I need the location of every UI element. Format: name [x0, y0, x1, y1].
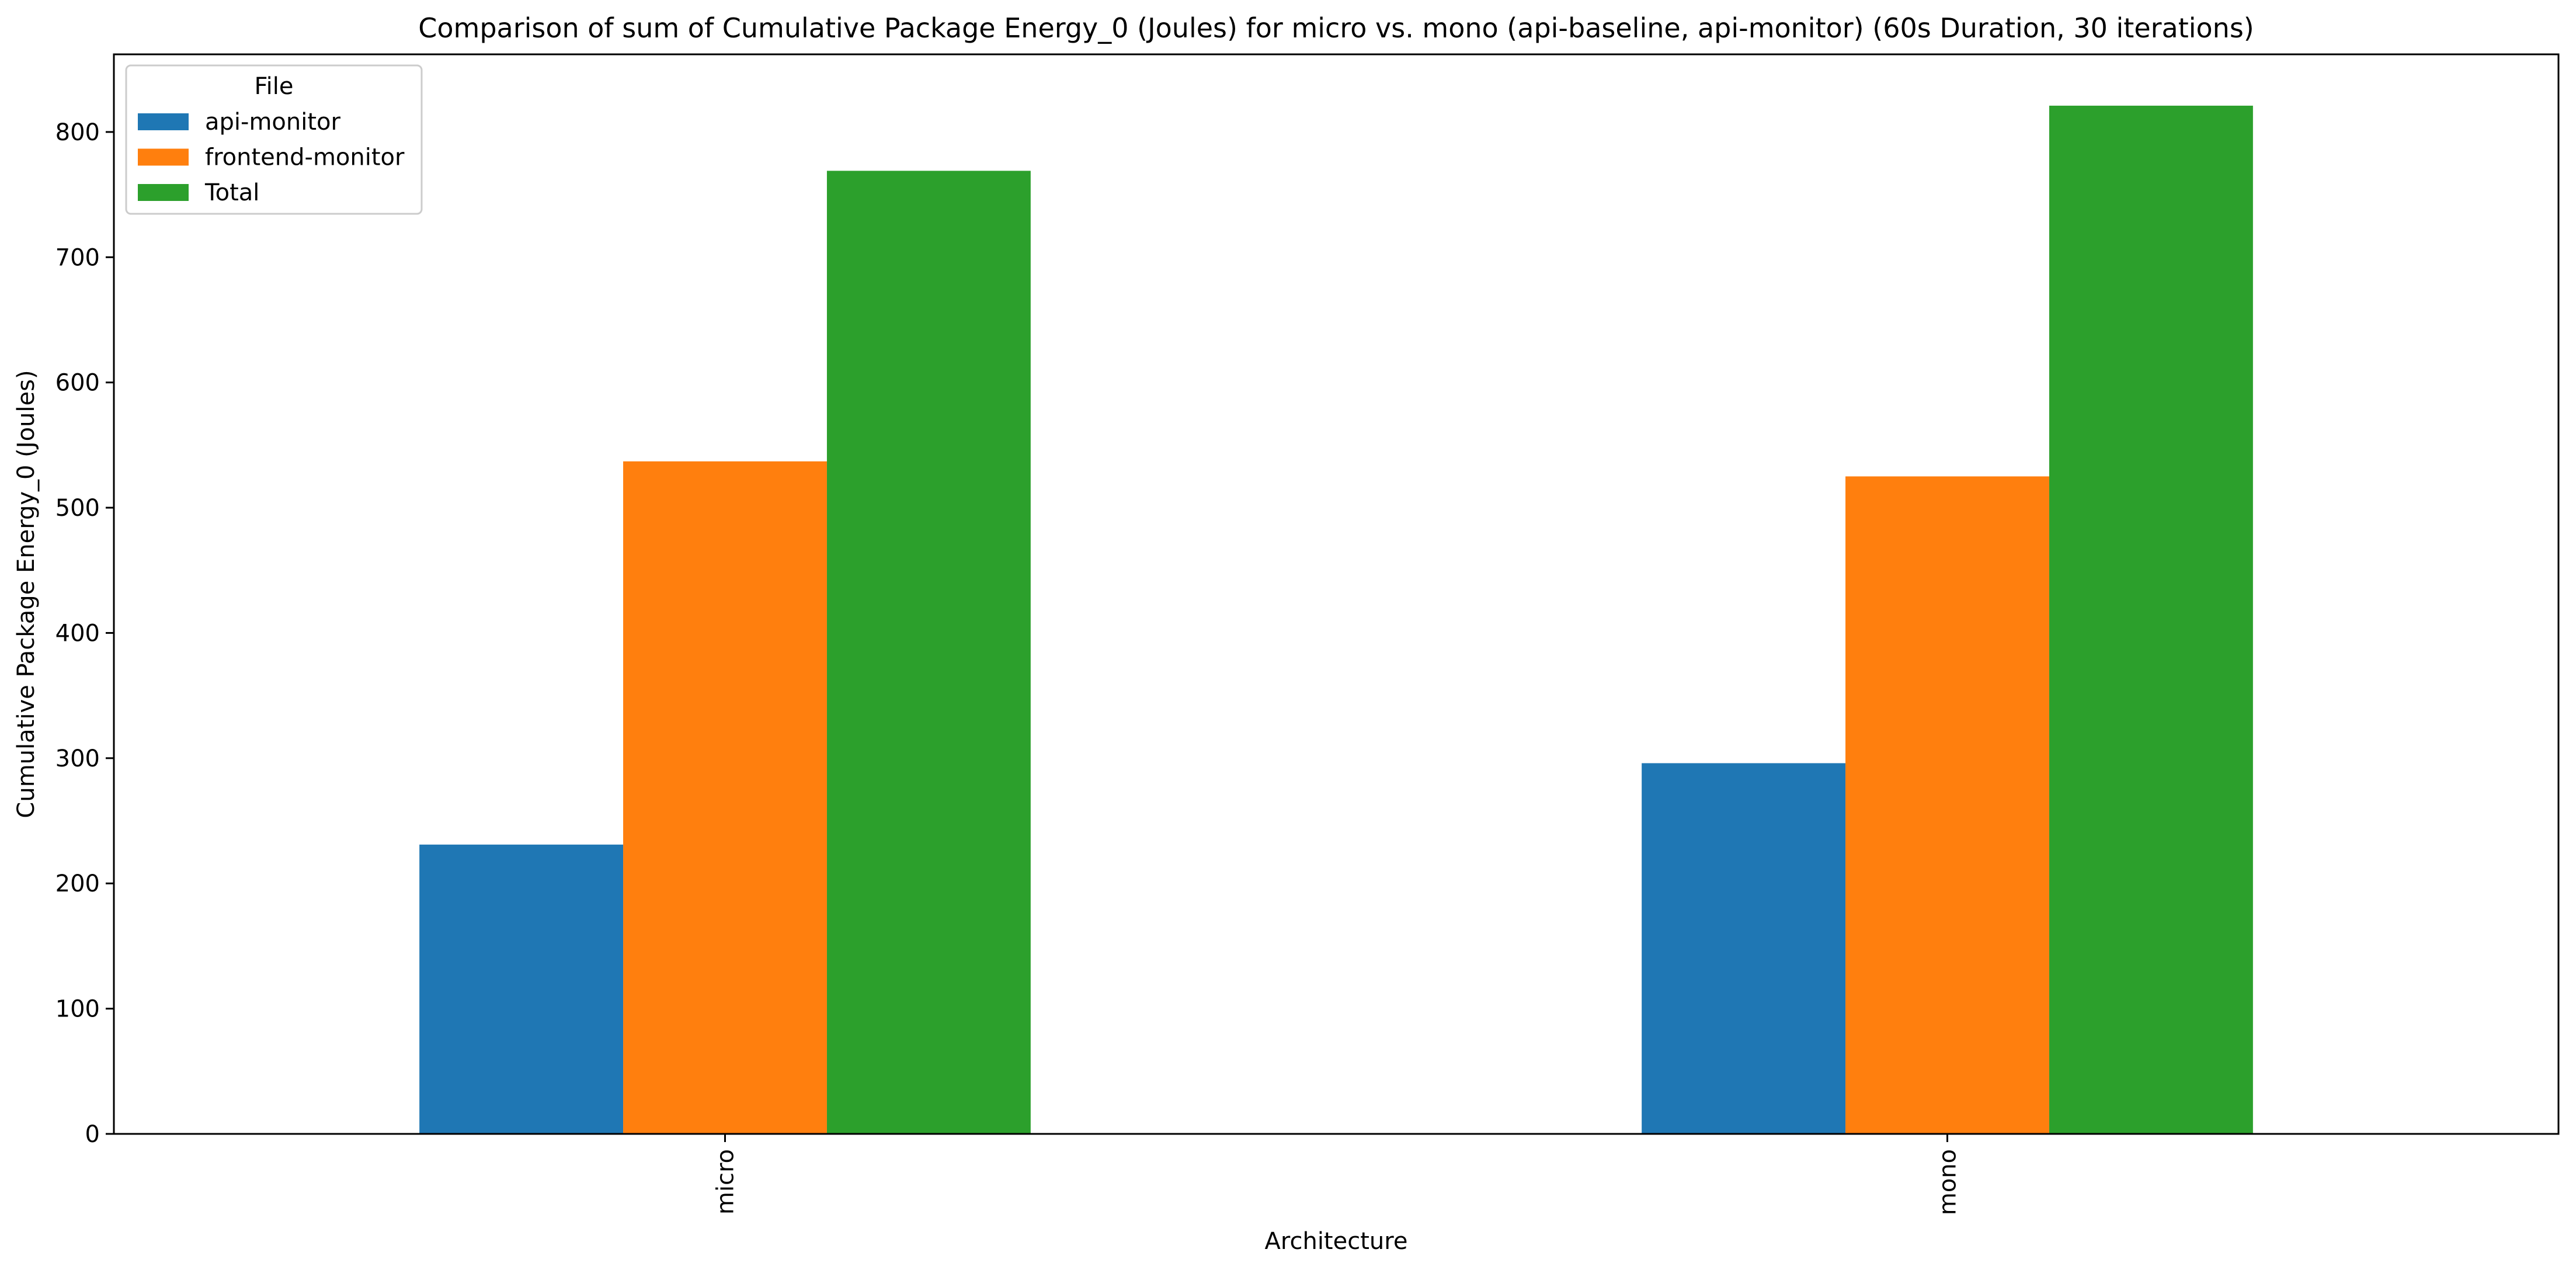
bar-micro-api-monitor	[419, 844, 624, 1134]
bar-mono-total	[2049, 105, 2253, 1134]
y-tick-label: 700	[55, 244, 100, 271]
y-tick-label: 300	[55, 745, 100, 772]
y-tick-label: 400	[55, 620, 100, 647]
legend-items: api-monitor frontend-monitor Total	[138, 109, 405, 206]
y-tick-label: 500	[55, 495, 100, 522]
x-tick-label-micro: micro	[712, 1149, 739, 1215]
y-tick-label: 800	[55, 119, 100, 146]
y-axis: 0 100 200 300 400 500 600 700 800	[55, 119, 114, 1148]
legend-label: Total	[204, 179, 259, 206]
bars-layer	[419, 105, 2253, 1134]
bar-micro-total	[826, 171, 1031, 1134]
plot-area-frame	[113, 53, 2560, 1135]
legend: File api-monitor frontend-monitor Total	[125, 64, 423, 215]
x-axis-label: Architecture	[1265, 1228, 1408, 1255]
bar-mono-api-monitor	[1642, 763, 1846, 1134]
legend-label: api-monitor	[205, 109, 341, 136]
y-tick-label: 100	[55, 996, 100, 1023]
x-axis: micro mono	[712, 1134, 1962, 1215]
y-tick-label: 600	[55, 370, 100, 397]
legend-box	[125, 64, 423, 215]
bar-micro-frontend-monitor	[623, 461, 827, 1134]
legend-swatch-frontend-monitor	[138, 148, 189, 166]
bar-mono-frontend-monitor	[1845, 476, 2049, 1134]
chart-title: Comparison of sum of Cumulative Package …	[418, 12, 2254, 44]
legend-swatch-total	[138, 184, 189, 201]
legend-label: frontend-monitor	[205, 144, 405, 171]
y-axis-label: Cumulative Package Energy_0 (Joules)	[13, 370, 40, 818]
legend-swatch-api-monitor	[138, 113, 189, 130]
y-tick-label: 0	[85, 1121, 100, 1148]
x-tick-label-mono: mono	[1935, 1149, 1962, 1215]
legend-title: File	[255, 73, 294, 100]
y-tick-label: 200	[55, 870, 100, 897]
